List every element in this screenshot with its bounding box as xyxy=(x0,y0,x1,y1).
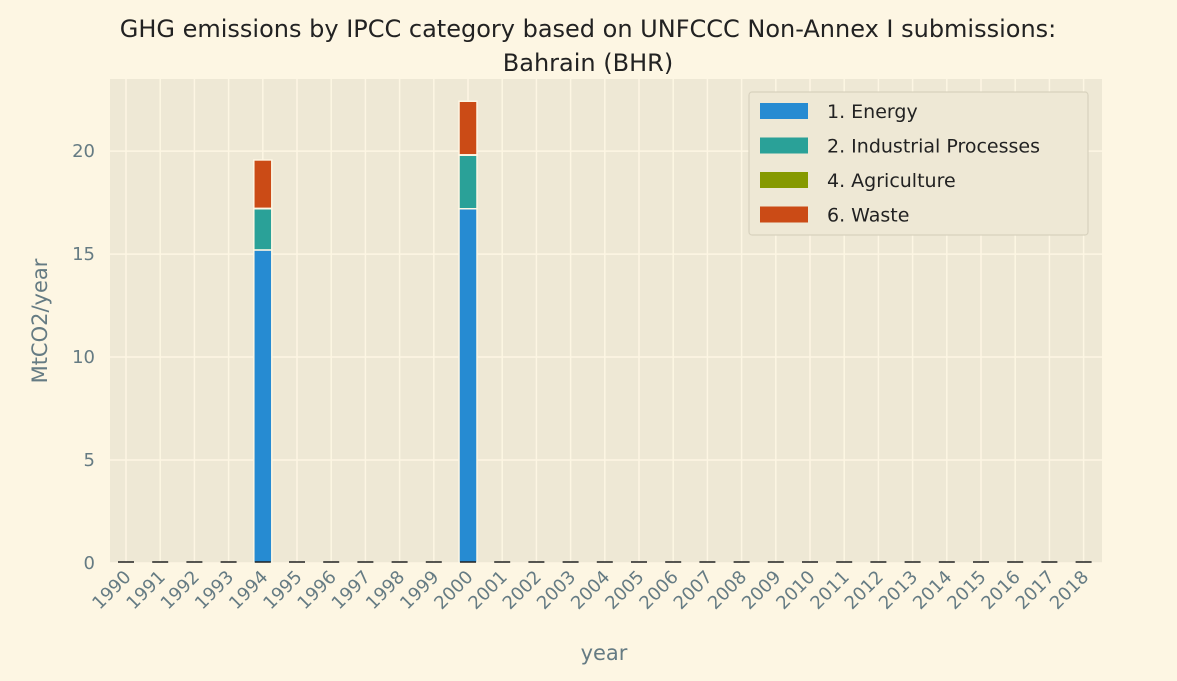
bar-segment xyxy=(253,249,273,564)
legend-label: 2. Industrial Processes xyxy=(827,136,1040,158)
y-tick-label: 20 xyxy=(72,141,95,162)
bar-segment xyxy=(253,159,273,210)
x-tick-label: 2018 xyxy=(1046,567,1093,614)
x-axis-label: year xyxy=(581,641,628,665)
bar-segment xyxy=(253,208,273,251)
x-tick-label: 2007 xyxy=(670,567,717,614)
legend-label: 6. Waste xyxy=(827,205,909,227)
x-tick-label: 1993 xyxy=(191,567,238,614)
legend-swatch xyxy=(760,137,808,154)
x-tick-label: 2002 xyxy=(499,567,546,614)
x-tick-label: 1991 xyxy=(122,567,169,614)
x-tick-label: 1992 xyxy=(157,567,204,614)
legend-swatch xyxy=(760,206,808,223)
legend-label: 4. Agriculture xyxy=(827,170,956,192)
x-tick-label: 2010 xyxy=(772,567,819,614)
y-tick-label: 0 xyxy=(84,553,95,574)
bars xyxy=(253,100,478,564)
x-tick-label: 1996 xyxy=(293,567,340,614)
y-tick-label: 15 xyxy=(72,244,95,265)
x-tick-label: 2001 xyxy=(464,567,511,614)
bar-segment xyxy=(458,100,478,156)
x-tick-label: 2003 xyxy=(533,567,580,614)
chart-title-line-2: Bahrain (BHR) xyxy=(503,49,673,77)
x-tick-label: 1995 xyxy=(259,567,306,614)
x-tick-label: 2009 xyxy=(738,567,785,614)
y-tick-label: 10 xyxy=(72,347,95,368)
bar-segment xyxy=(458,208,478,564)
legend-label: 1. Energy xyxy=(827,101,918,123)
x-tick-label: 2012 xyxy=(841,567,888,614)
y-tick-labels: 0 5 10 15 20 xyxy=(72,141,95,574)
x-tick-label: 2008 xyxy=(704,567,751,614)
x-tick-label: 1994 xyxy=(225,567,272,614)
y-axis-label: MtCO2/year xyxy=(28,258,52,383)
x-tick-label: 1999 xyxy=(396,567,443,614)
x-tick-label: 2016 xyxy=(977,567,1024,614)
x-tick-label: 1998 xyxy=(362,567,409,614)
chart-title-line-1: GHG emissions by IPCC category based on … xyxy=(120,15,1057,43)
y-tick-label: 5 xyxy=(84,450,95,471)
x-tick-label: 2011 xyxy=(806,567,853,614)
bar-segment xyxy=(458,154,478,210)
x-tick-label: 2005 xyxy=(601,567,648,614)
x-tick-label: 2013 xyxy=(875,567,922,614)
x-tick-label: 1997 xyxy=(328,567,375,614)
x-tick-label: 2004 xyxy=(567,567,614,614)
x-tick-label: 2006 xyxy=(635,567,682,614)
x-tick-label: 2017 xyxy=(1012,567,1059,614)
x-tick-label: 1990 xyxy=(88,567,135,614)
legend-box xyxy=(748,91,1089,236)
legend: 1. Energy 2. Industrial Processes 4. Agric… xyxy=(748,91,1089,236)
legend-swatch xyxy=(760,172,808,188)
x-tick-label: 2015 xyxy=(943,567,990,614)
x-tick-label: 2000 xyxy=(430,567,477,614)
x-tick-label: 2014 xyxy=(909,567,956,614)
legend-swatch xyxy=(760,103,808,119)
x-tick-labels: 1990199119921993199419951996199719981999… xyxy=(88,567,1093,614)
